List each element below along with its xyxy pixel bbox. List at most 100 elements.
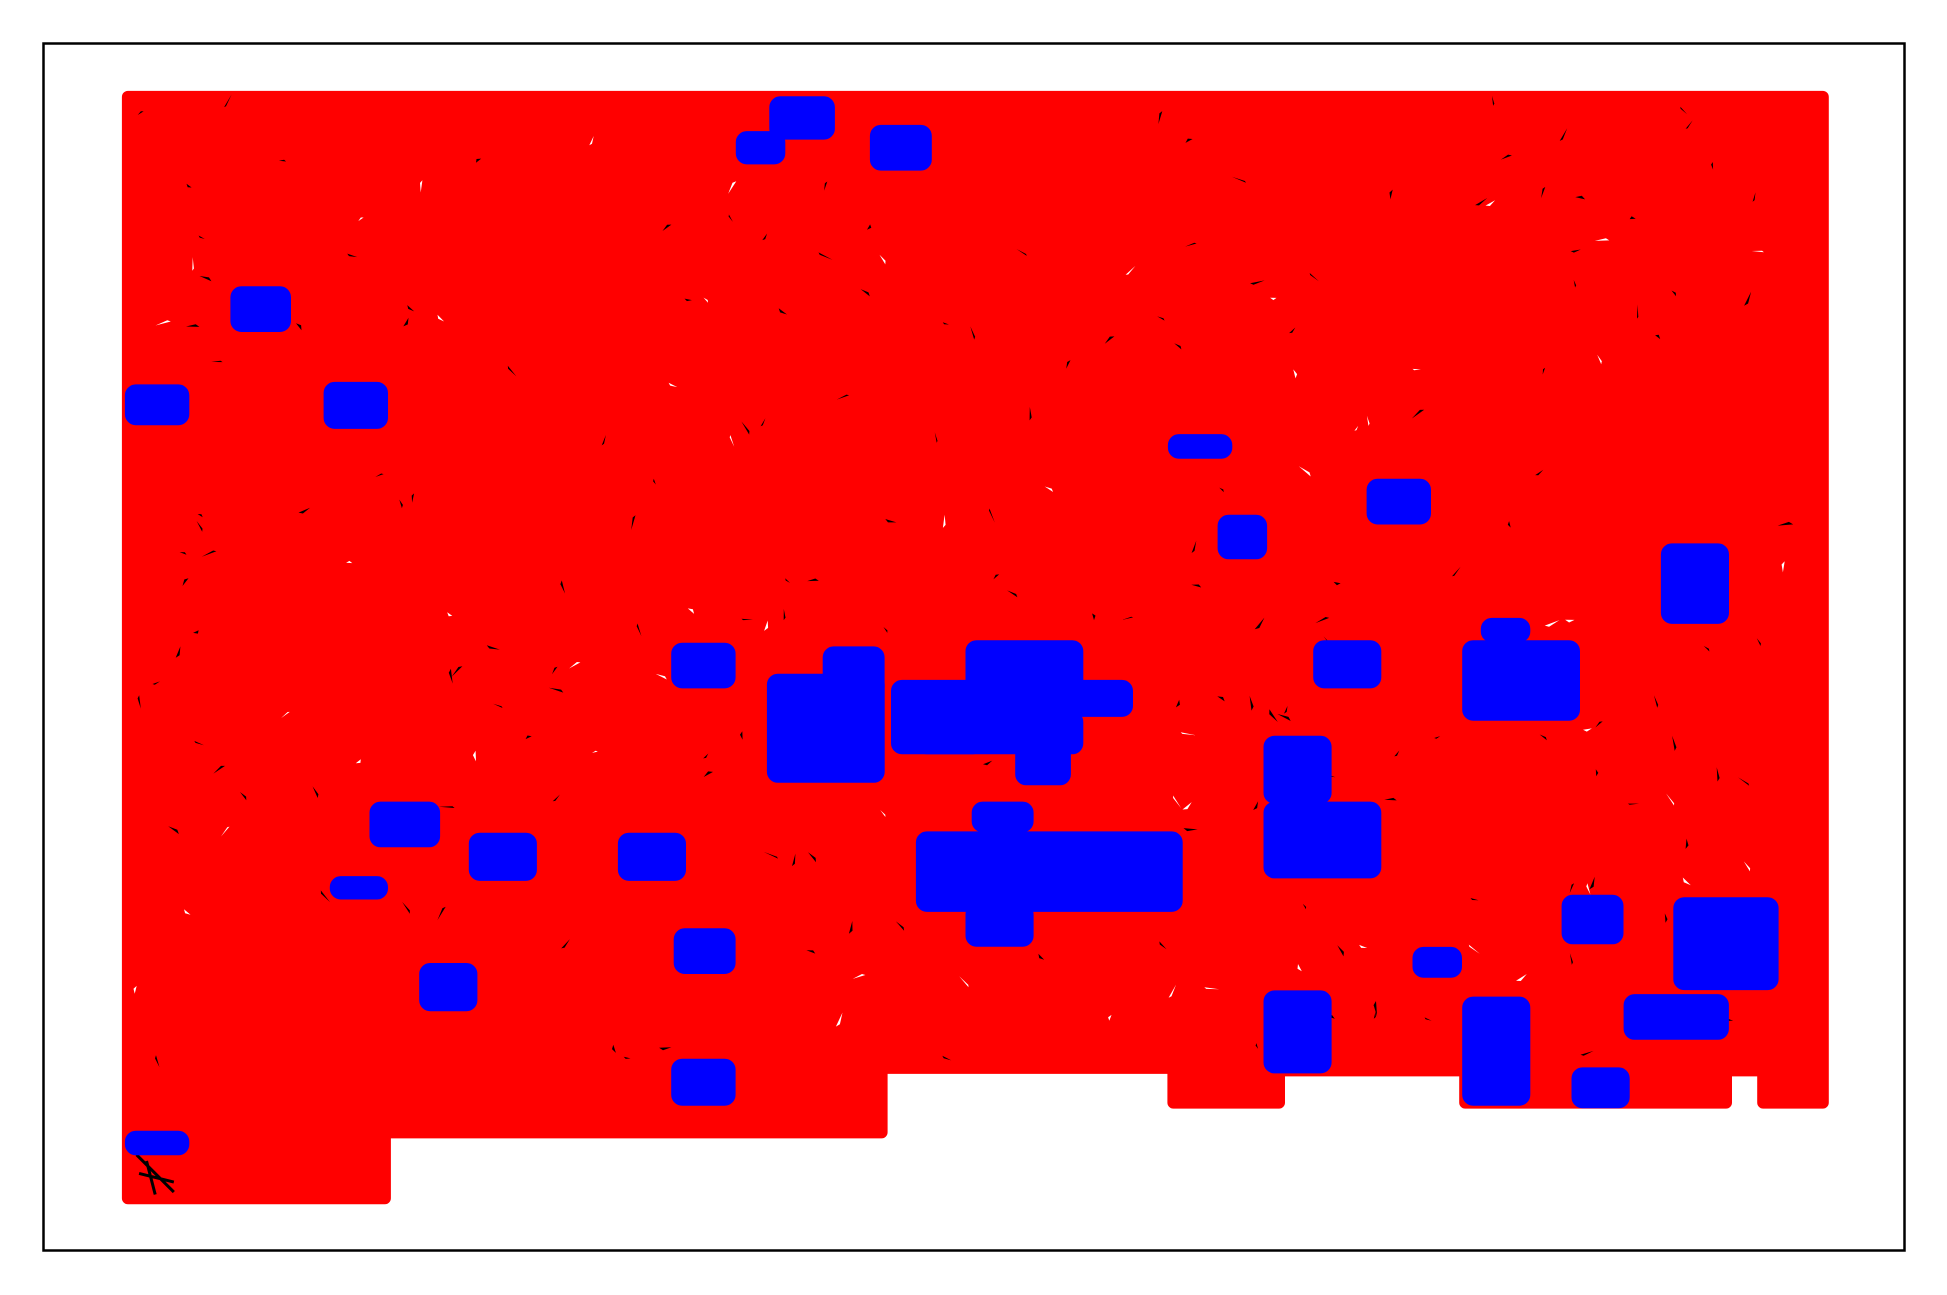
edge — [296, 323, 302, 331]
edge — [1711, 162, 1714, 170]
edge — [476, 158, 482, 163]
node-cluster — [617, 832, 687, 881]
node-cluster — [1660, 543, 1730, 624]
edge — [493, 703, 503, 708]
node-cluster — [769, 96, 835, 140]
edge — [298, 507, 311, 514]
edge — [1573, 280, 1577, 288]
edge — [1174, 343, 1182, 350]
edge — [653, 478, 656, 485]
edge — [1680, 106, 1688, 115]
gap — [1270, 297, 1277, 301]
edge — [860, 289, 870, 297]
gap — [1297, 964, 1302, 972]
edge — [1066, 360, 1071, 369]
edge — [808, 852, 816, 863]
edge — [867, 224, 872, 230]
edge — [785, 578, 790, 583]
edge — [1752, 192, 1756, 202]
node-cluster — [369, 801, 441, 848]
edge — [451, 666, 463, 677]
network — [121, 90, 1829, 1205]
edge — [824, 181, 828, 191]
edge — [1685, 838, 1689, 849]
gap — [1565, 619, 1575, 623]
gap — [728, 181, 737, 194]
edge — [137, 695, 141, 709]
edge — [1595, 721, 1603, 728]
edge — [1029, 406, 1032, 421]
node-cluster — [124, 1130, 190, 1156]
edge — [1038, 953, 1045, 960]
edge — [155, 1055, 160, 1068]
node-cluster — [124, 384, 190, 426]
edge — [1580, 1050, 1594, 1056]
edge — [1121, 616, 1134, 620]
gap — [358, 217, 364, 222]
edge — [213, 765, 225, 774]
edge — [437, 906, 446, 921]
node-cluster — [323, 381, 389, 429]
edge — [1384, 797, 1397, 801]
edge — [703, 753, 709, 759]
edge — [1595, 769, 1599, 777]
gap — [1354, 425, 1359, 431]
edge — [792, 853, 796, 867]
edge — [1394, 750, 1400, 757]
edge — [783, 609, 786, 621]
edge — [1315, 617, 1330, 624]
edge — [1302, 903, 1307, 910]
edge — [312, 786, 319, 798]
edge — [1535, 469, 1544, 476]
edge — [1756, 638, 1761, 646]
edge — [763, 851, 778, 859]
gap — [184, 909, 191, 915]
edge — [1424, 1017, 1432, 1021]
edge — [1655, 334, 1661, 340]
edge — [1685, 120, 1693, 129]
gap — [1180, 732, 1196, 736]
edge — [240, 792, 247, 801]
edge — [989, 508, 995, 523]
edge — [1289, 327, 1296, 334]
edge — [561, 939, 570, 949]
edge — [1507, 521, 1511, 528]
gap — [1173, 795, 1182, 809]
gap — [1412, 368, 1421, 371]
frame — [42, 42, 1906, 1252]
edge — [993, 574, 1000, 580]
node-cluster — [735, 131, 786, 165]
edge — [1777, 521, 1794, 526]
edge — [741, 421, 750, 435]
edge — [179, 552, 187, 555]
edge — [662, 224, 672, 231]
edge — [1219, 487, 1224, 493]
edge — [1470, 898, 1479, 901]
edge — [196, 521, 203, 532]
edge — [741, 618, 753, 621]
edge — [1575, 195, 1586, 200]
edge — [1185, 242, 1197, 247]
gap — [668, 382, 678, 388]
edge — [1475, 198, 1488, 206]
gap — [655, 673, 667, 680]
edge — [1092, 613, 1096, 621]
edge — [375, 473, 384, 477]
edge — [631, 515, 636, 530]
gap — [1516, 974, 1527, 981]
edge — [1323, 773, 1336, 778]
node-cluster — [673, 928, 736, 974]
edge — [1389, 189, 1393, 200]
gap — [420, 180, 423, 193]
gap — [589, 136, 594, 146]
edge — [486, 645, 500, 650]
edge — [885, 519, 897, 523]
edge — [1191, 540, 1197, 553]
gap — [1594, 238, 1610, 241]
edge — [848, 921, 853, 934]
edge — [1217, 696, 1225, 702]
edge — [806, 950, 816, 954]
gap — [1204, 987, 1220, 990]
edge — [762, 233, 768, 241]
